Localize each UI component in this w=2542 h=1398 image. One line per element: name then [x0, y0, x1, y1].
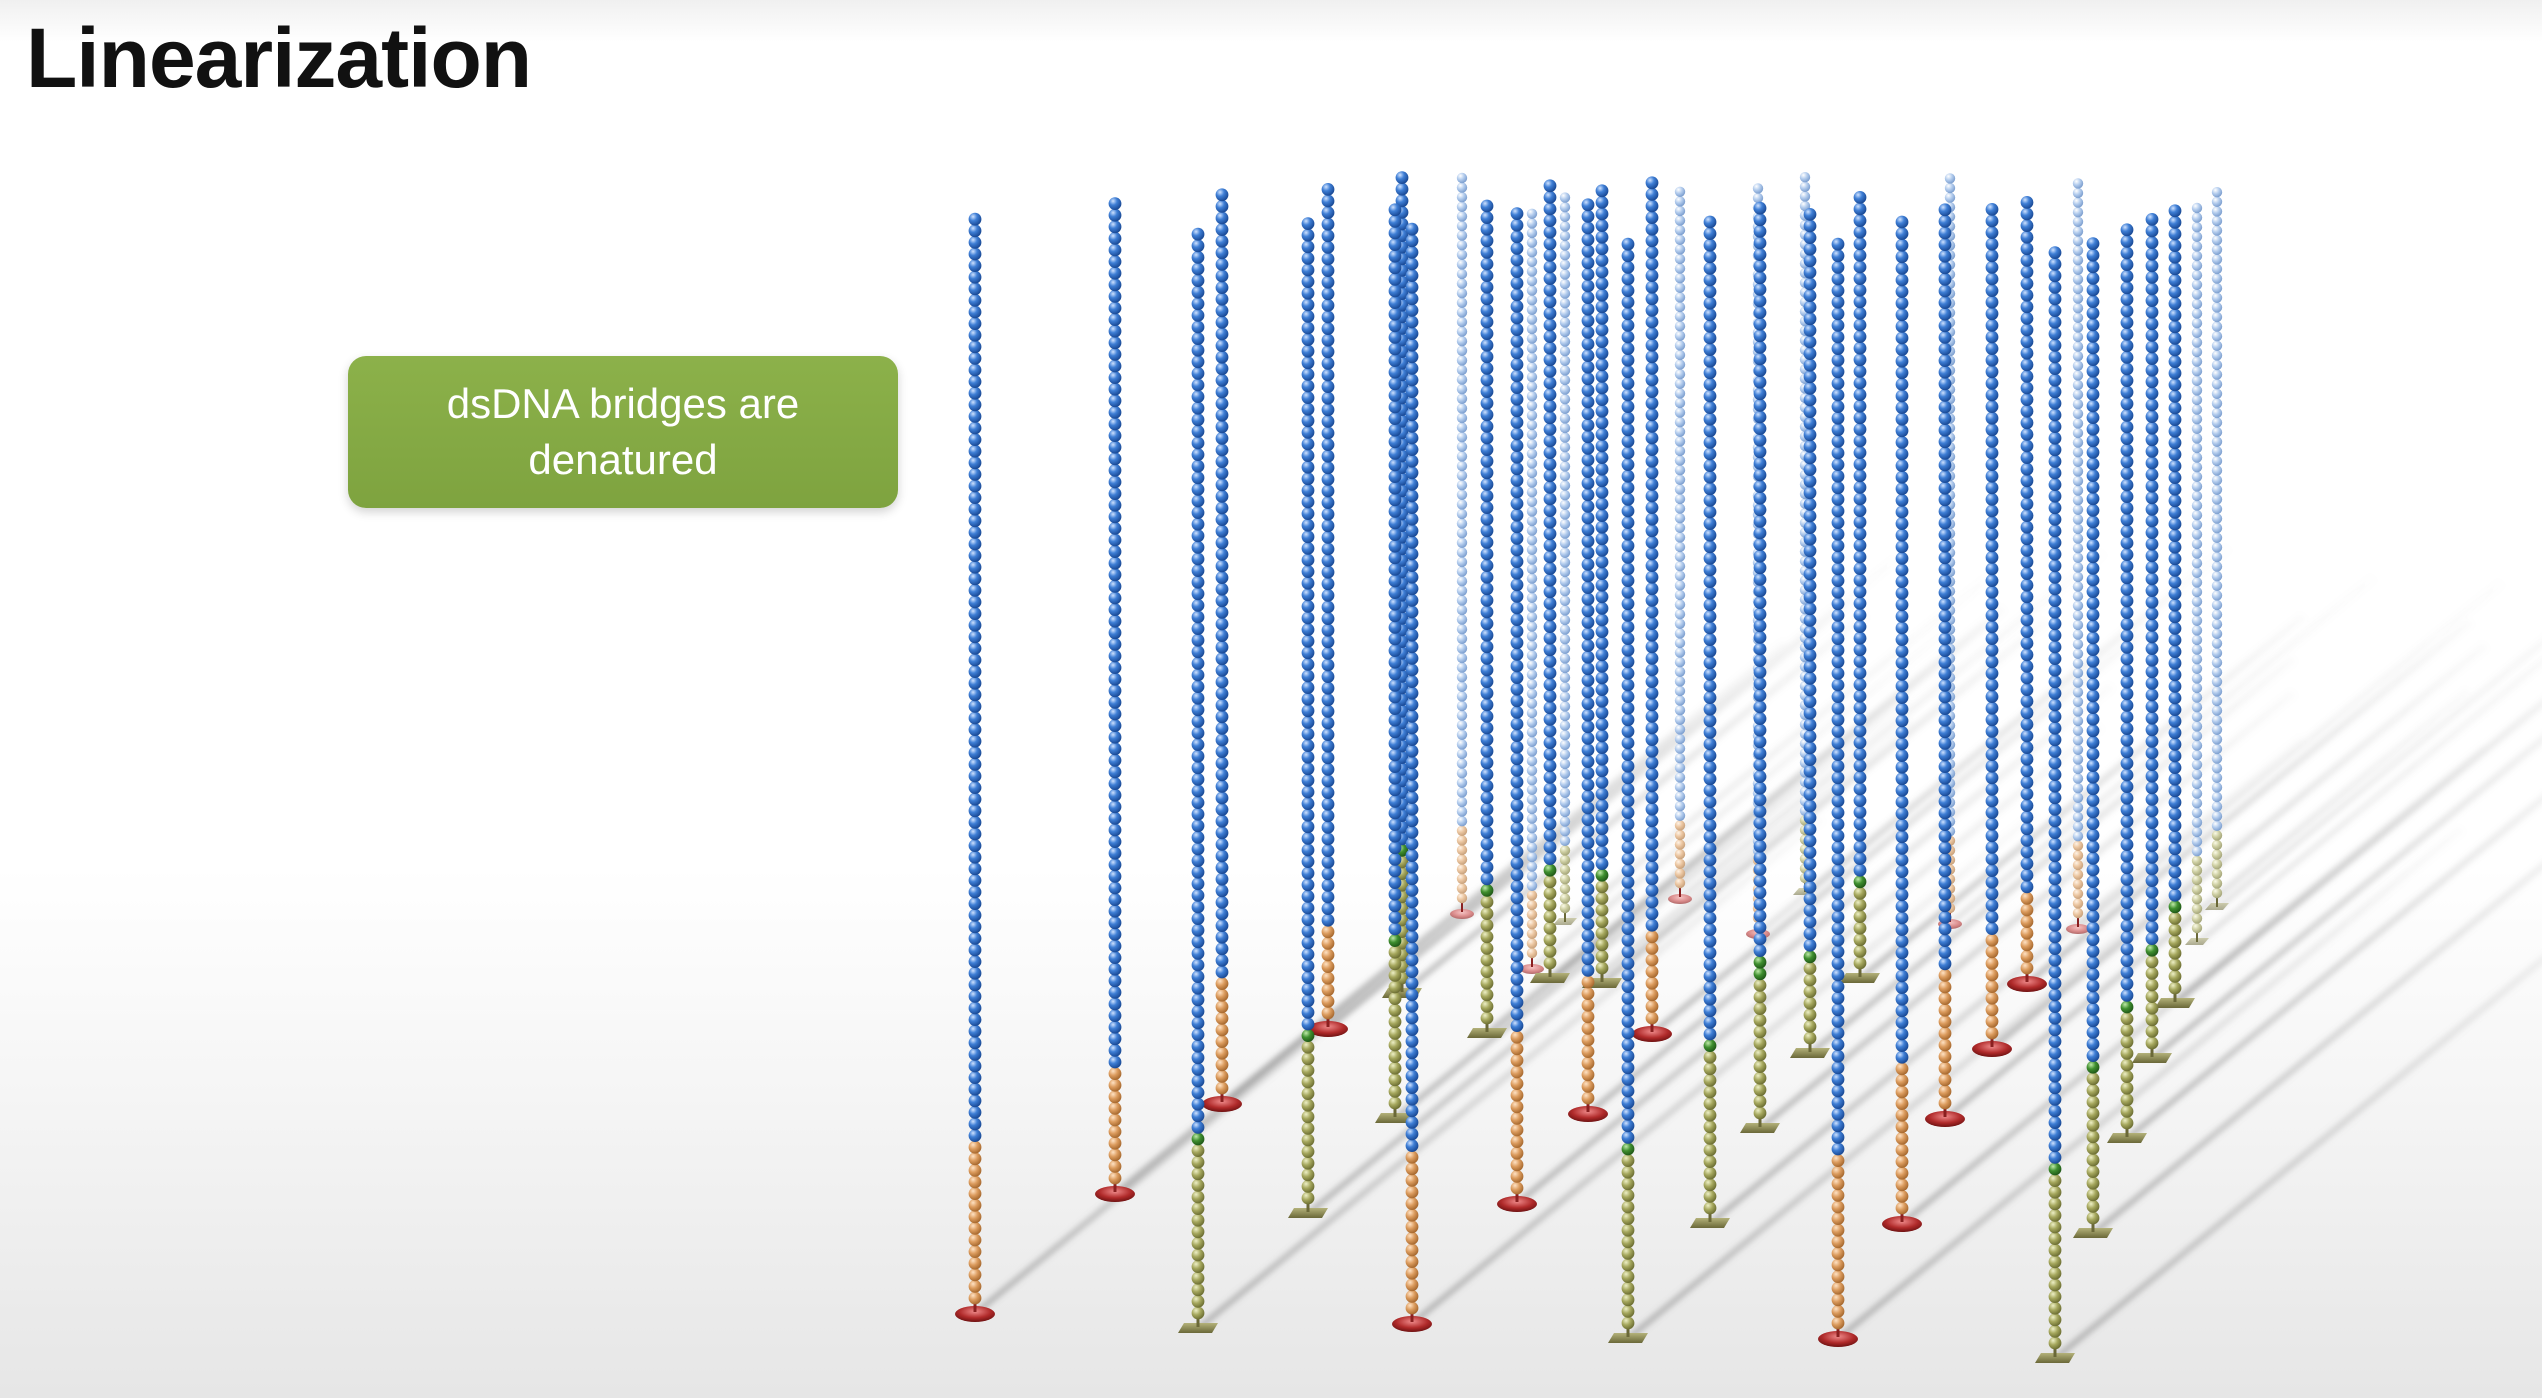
anchor-base — [1818, 1331, 1858, 1347]
strand-shadow — [2055, 955, 2542, 1359]
anchor-base — [1520, 964, 1544, 974]
dna-strand — [1632, 176, 1672, 1042]
strand-shadow — [1680, 550, 2106, 899]
anchor-base — [1972, 1041, 2012, 1057]
dna-strand — [1553, 192, 1577, 925]
dna-strand — [1202, 188, 1242, 1112]
dna-strand — [2007, 196, 2047, 992]
strand-shadow — [1412, 811, 2038, 1324]
anchor-base — [955, 1306, 995, 1322]
anchor-base — [1740, 1123, 1780, 1133]
dna-strand — [1520, 208, 1544, 974]
anchor-base — [1467, 1028, 1507, 1038]
anchor-base — [1497, 1196, 1537, 1212]
dna-strand — [1497, 207, 1537, 1212]
strand-shadow — [1992, 643, 2488, 1049]
anchor-base — [1450, 909, 1474, 919]
strand-shadow — [1565, 575, 1991, 924]
anchor-base — [1840, 973, 1880, 983]
strand-shadow — [1588, 683, 2114, 1114]
strand-shadow — [2197, 657, 2542, 944]
strand-shadow — [1902, 744, 2488, 1224]
callout-box: dsDNA bridges are denatured — [348, 356, 898, 508]
anchor-base — [2035, 1353, 2075, 1363]
anchor-base — [1202, 1096, 1242, 1112]
dna-strand — [2107, 223, 2147, 1143]
dna-strand — [1450, 172, 1474, 919]
dna-strand — [1818, 237, 1858, 1347]
dna-strand — [2035, 246, 2075, 1363]
anchor-base — [2066, 924, 2090, 934]
anchor-base — [1568, 1106, 1608, 1122]
anchor-base — [2073, 1228, 2113, 1238]
dna-strand — [1530, 179, 1570, 983]
anchor-base — [2155, 998, 2195, 1008]
strand-shadow — [1487, 620, 1993, 1034]
dna-strand — [1882, 215, 1922, 1232]
anchor-base — [1308, 1021, 1348, 1037]
dna-strand — [1375, 203, 1415, 1123]
dna-strand — [1582, 184, 1622, 988]
dna-strand — [1178, 227, 1218, 1333]
strand-shadow — [2027, 619, 2473, 984]
dna-strand — [2073, 237, 2113, 1238]
anchor-base — [1178, 1323, 1218, 1333]
dna-strand — [2066, 178, 2090, 934]
dna-strand — [1925, 203, 1965, 1127]
anchor-base — [1668, 894, 1692, 904]
dna-strand — [1392, 222, 1432, 1332]
dna-strand — [2132, 213, 2172, 1063]
anchor-base — [1632, 1026, 1672, 1042]
strand-shadow — [2152, 735, 2542, 1059]
dna-strand — [1690, 215, 1730, 1228]
dna-strand — [1740, 201, 1780, 1133]
anchor-base — [1790, 1048, 1830, 1058]
page-title: Linearization — [26, 11, 532, 105]
anchor-base — [2132, 1053, 2172, 1063]
strand-shadow — [1532, 620, 1958, 969]
dna-strand — [2185, 202, 2209, 945]
dna-strand — [1095, 197, 1135, 1202]
anchor-base — [1375, 1113, 1415, 1123]
anchor-base — [1608, 1333, 1648, 1343]
dna-strand — [1840, 191, 1880, 983]
strand-shadow — [1602, 619, 2048, 984]
strand-shadow — [2217, 638, 2542, 909]
dna-strand — [1972, 203, 2012, 1057]
strand-shadow — [2127, 794, 2542, 1139]
strand-shadow — [1838, 826, 2464, 1339]
dna-strand — [1308, 183, 1348, 1037]
dna-strand — [2205, 187, 2229, 910]
anchor-base — [1392, 1316, 1432, 1332]
anchor-base — [1288, 1208, 1328, 1218]
dna-strand — [1608, 237, 1648, 1343]
dna-strand — [1467, 199, 1507, 1038]
strand-shadow — [2093, 861, 2542, 1234]
anchor-base — [2107, 1133, 2147, 1143]
anchor-base — [1882, 1216, 1922, 1232]
strand-shadow — [975, 801, 1601, 1314]
callout-text: dsDNA bridges are denatured — [446, 380, 800, 483]
dna-strand — [1288, 217, 1328, 1218]
strand-shadow — [1945, 688, 2471, 1119]
dna-strand — [1568, 198, 1608, 1122]
anchor-base — [1530, 973, 1570, 983]
strand-shadow — [2078, 580, 2504, 929]
dna-strand — [1668, 186, 1692, 904]
dna-strand — [955, 212, 995, 1322]
dna-strand — [1790, 208, 1830, 1058]
dna-strand — [2155, 204, 2195, 1008]
anchor-base — [1925, 1111, 1965, 1127]
anchor-base — [1095, 1186, 1135, 1202]
anchor-base — [2007, 976, 2047, 992]
anchor-base — [1690, 1218, 1730, 1228]
strand-array — [955, 171, 2229, 1363]
